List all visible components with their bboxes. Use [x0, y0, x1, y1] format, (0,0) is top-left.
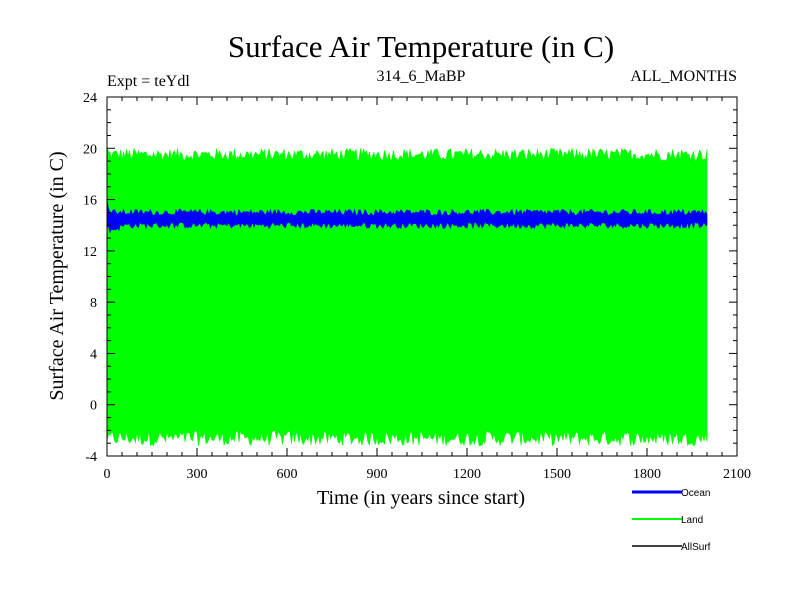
x-tick-label: 600 — [277, 467, 298, 482]
y-tick-label: 8 — [90, 296, 97, 311]
y-tick-label: 12 — [83, 245, 97, 260]
y-tick-label: 20 — [83, 142, 97, 157]
series-land-band — [106, 147, 708, 447]
experiment-label: Expt = teYdl — [107, 73, 190, 90]
legend-label-allsurf: AllSurf — [681, 542, 711, 553]
y-axis-label: Surface Air Temperature (in C) — [46, 151, 68, 400]
x-axis-label: Time (in years since start) — [317, 487, 525, 509]
y-tick-label: 0 — [90, 399, 97, 414]
x-tick-label: 300 — [187, 467, 208, 482]
run-label: 314_6_MaBP — [377, 68, 466, 85]
x-tick-label: 900 — [367, 467, 388, 482]
chart-title: Surface Air Temperature (in C) — [228, 29, 614, 64]
series-layer — [106, 147, 708, 447]
y-tick-label: 16 — [83, 194, 97, 209]
y-tick-label: -4 — [85, 450, 97, 465]
x-tick-label: 0 — [104, 467, 111, 482]
legend: Ocean Land AllSurf — [632, 488, 711, 553]
y-tick-label: 4 — [90, 347, 97, 362]
x-tick-label: 1800 — [633, 467, 661, 482]
x-tick-label: 1200 — [453, 467, 481, 482]
y-tick-label: 24 — [83, 91, 97, 106]
legend-label-ocean: Ocean — [681, 488, 710, 499]
months-label: ALL_MONTHS — [630, 68, 737, 85]
x-tick-label: 2100 — [723, 467, 751, 482]
legend-label-land: Land — [681, 515, 703, 526]
tick-layer: 0 300 600 900 1200 1500 1800 2100 -4 0 4 8 12 16 20 24 — [83, 91, 751, 482]
x-tick-label: 1500 — [543, 467, 571, 482]
series-ocean-band — [106, 199, 708, 234]
